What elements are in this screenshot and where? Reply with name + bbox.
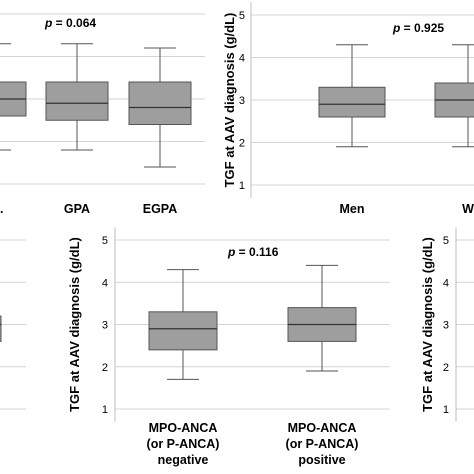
y-tick-label: 3: [239, 95, 245, 107]
box-men: [318, 44, 386, 148]
chart-panel-bottom-right: 1 2 3 4 5 TGF at AAV diagnosis (g/dL): [420, 227, 474, 422]
box-mpo-anca-or-p-anca-negative: [148, 269, 218, 380]
p-value: = 0.116: [235, 245, 278, 259]
iqr-box: [0, 315, 2, 342]
chart-panel-bottom-left: [0, 239, 26, 410]
x-category-label: (or P-ANCA): [147, 437, 220, 451]
x-category-label: (or P-ANCA): [286, 437, 359, 451]
box-egpa: [128, 47, 192, 168]
p-value: = 0.064: [52, 16, 96, 30]
x-category-label: EGPA: [143, 202, 178, 216]
iqr-box: [318, 86, 386, 118]
p-symbol: p: [227, 245, 235, 259]
y-axis-label: TGF at AAV diagnosis (g/dL): [67, 237, 82, 412]
y-tick-label: 4: [239, 53, 245, 65]
box-gpa: [45, 43, 109, 151]
p-symbol: p: [44, 16, 52, 30]
y-tick-label: 2: [443, 362, 449, 374]
iqr-box: [128, 81, 192, 125]
y-tick-label: 5: [102, 235, 108, 247]
y-tick-label: 2: [239, 138, 245, 150]
chart-panel-bottom-middle: 1 2 3 4 5 TGF at AAV diagnosis (g/dL) p = 0.11…: [67, 227, 390, 467]
y-tick-label: 3: [443, 320, 449, 332]
x-category-label: positive: [298, 453, 345, 467]
y-tick-label: 3: [102, 320, 108, 332]
x-category-label: W: [462, 202, 474, 216]
y-tick-label: 5: [239, 10, 245, 22]
y-tick-label: 4: [443, 277, 449, 289]
y-tick-label: 1: [102, 404, 108, 416]
box-mpo-anca-or-p-anca-positive: [287, 264, 357, 372]
x-category-label: negative: [158, 453, 209, 467]
box-w: [434, 44, 474, 148]
y-tick-label: 5: [443, 235, 449, 247]
x-category-label: MPO-ANCA: [288, 421, 357, 435]
box-unlabeled: [0, 315, 2, 342]
x-category-label: MPO-ANCA: [149, 421, 218, 435]
iqr-box: [148, 311, 218, 351]
y-tick-label: 1: [443, 404, 449, 416]
box-unlabeled: [0, 43, 27, 151]
y-tick-label: 4: [102, 277, 108, 289]
y-axis-label: TGF at AAV diagnosis (g/dL): [222, 13, 237, 188]
p-value-annotation: p = 0.925: [392, 21, 444, 35]
y-tick-label: 2: [102, 362, 108, 374]
x-category-label: Men: [340, 202, 365, 216]
p-value: = 0.925: [400, 21, 444, 35]
y-tick-label: 1: [239, 180, 245, 192]
chart-panel-top-left: p = 0.064 GPA EGPA: [0, 13, 205, 216]
y-axis-label: TGF at AAV diagnosis (g/dL): [420, 237, 435, 412]
x-category-label-cut: .: [0, 202, 3, 216]
x-category-label: GPA: [64, 202, 90, 216]
p-value-annotation: p = 0.116: [227, 245, 279, 259]
iqr-box: [45, 81, 109, 121]
p-symbol: p: [392, 21, 400, 35]
p-value-annotation: p = 0.064: [44, 16, 96, 30]
